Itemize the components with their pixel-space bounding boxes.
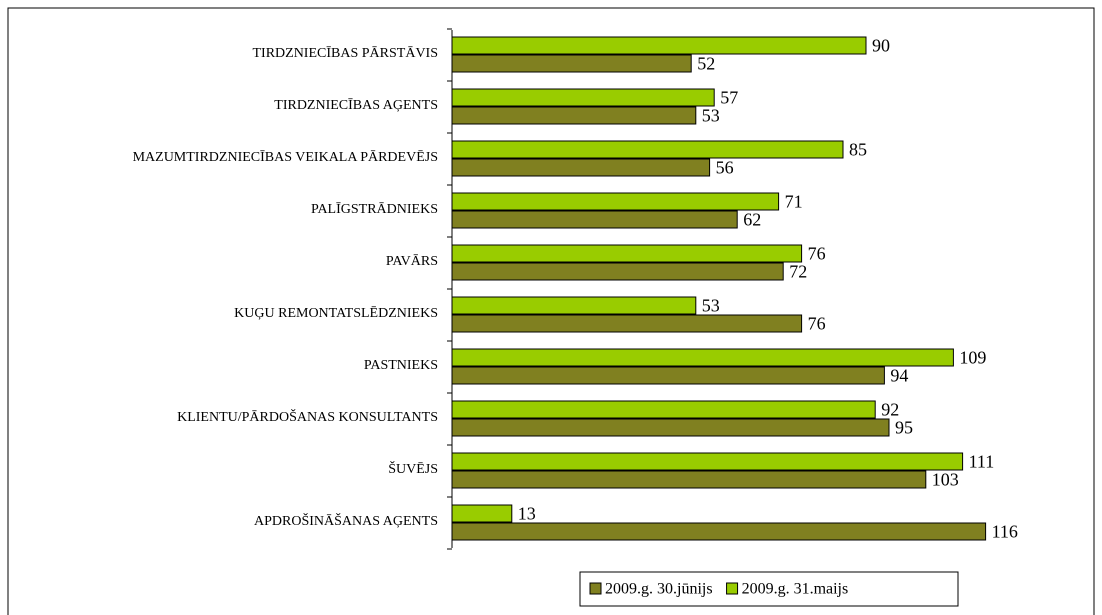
value-label: 56 [716, 158, 734, 178]
value-label: 90 [872, 36, 890, 56]
value-label: 116 [992, 522, 1018, 542]
category-label: PALĪGSTRĀDNIEKS [311, 201, 438, 217]
bar [451, 192, 780, 211]
value-label: 76 [808, 244, 826, 264]
bar [451, 262, 784, 281]
value-label: 53 [702, 296, 720, 316]
category-label: MAZUMTIRDZNIECĪBAS VEIKALA PĀRDEVĒJS [133, 149, 438, 165]
value-label: 94 [890, 366, 908, 386]
bar [451, 296, 697, 315]
value-label: 76 [808, 314, 826, 334]
legend-swatch [589, 582, 602, 595]
bar [451, 88, 715, 107]
bar [451, 158, 711, 177]
category-label: PAVĀRS [386, 253, 438, 269]
bar [451, 418, 890, 437]
value-label: 95 [895, 418, 913, 438]
value-label: 52 [697, 54, 715, 74]
value-label: 109 [959, 348, 986, 368]
category-label: TIRDZNIECĪBAS PĀRSTĀVIS [252, 45, 438, 61]
value-label: 111 [969, 452, 995, 472]
bar [451, 140, 844, 159]
legend-label: 2009.g. 30.jūnijs [605, 581, 713, 598]
bar [451, 314, 803, 333]
bar [451, 522, 987, 541]
value-label: 62 [743, 210, 761, 230]
category-label: APDROŠINĀŠANAS AĢENTS [254, 512, 438, 529]
legend-swatch [726, 582, 739, 595]
bar [451, 348, 954, 367]
value-label: 71 [785, 192, 803, 212]
value-label: 53 [702, 106, 720, 126]
bar [451, 400, 876, 419]
value-label: 103 [932, 470, 959, 490]
category-label: TIRDZNIECĪBAS AĢENTS [274, 97, 438, 113]
legend-label: 2009.g. 31.maijs [742, 581, 849, 598]
bar [451, 244, 803, 263]
bar [451, 106, 697, 125]
category-label: ŠUVĒJS [388, 460, 438, 477]
value-label: 13 [518, 504, 536, 524]
bar [451, 54, 692, 73]
bar [451, 210, 738, 229]
bar [451, 36, 867, 55]
bar [451, 504, 513, 523]
chart-frame [7, 7, 1095, 615]
value-label: 92 [881, 400, 899, 420]
category-label: KLIENTU/PĀRDOŠANAS KONSULTANTS [177, 408, 438, 425]
category-label: PASTNIEKS [364, 358, 438, 373]
bar [451, 366, 885, 385]
legend-box [579, 571, 959, 607]
value-label: 85 [849, 140, 867, 160]
value-label: 57 [720, 88, 738, 108]
bar [451, 470, 927, 489]
category-label: KUĢU REMONTATSLĒDZNIEKS [234, 305, 438, 321]
value-label: 72 [789, 262, 807, 282]
bar [451, 452, 964, 471]
